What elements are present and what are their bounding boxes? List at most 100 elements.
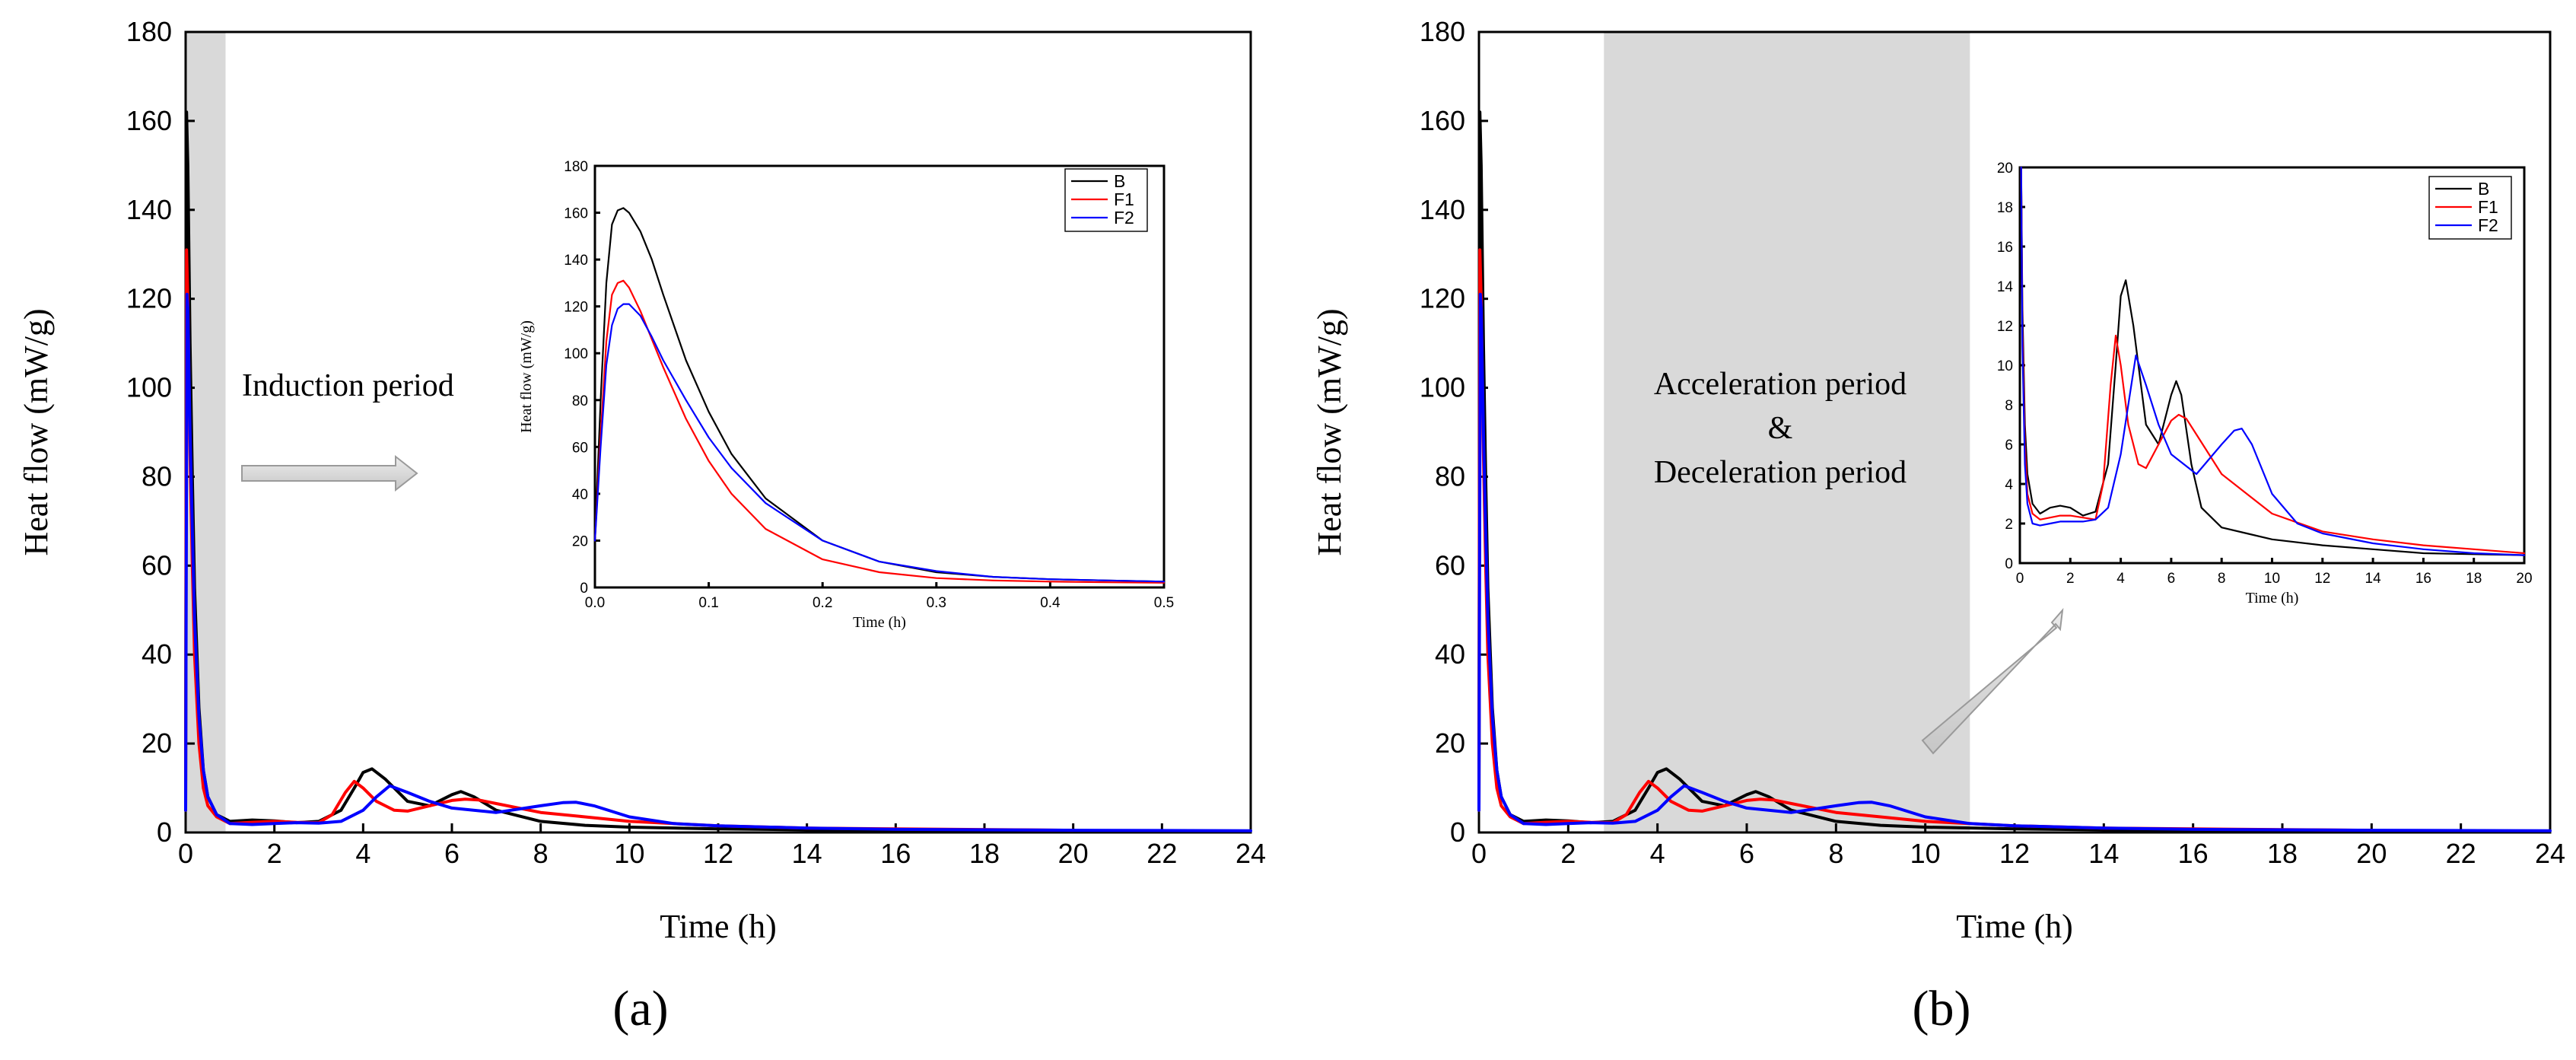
x-axis-title: Time (h) — [853, 614, 906, 631]
ampersand-label: & — [1768, 411, 1793, 446]
acceleration-period-label: Acceleration period — [1654, 367, 1907, 402]
x-tick-label: 12 — [2314, 571, 2330, 587]
x-tick-label: 0 — [2016, 571, 2024, 587]
panel-a: 0 2 4 6 8 10 12 14 16 18 20 22 240204060801001201401… — [17, 16, 1266, 1036]
x-tick-label: 24 — [1236, 838, 1266, 869]
x-tick-label: 20 — [2356, 838, 2387, 869]
panel-label-b: (b) — [1913, 981, 1971, 1036]
diagonal-arrow-icon — [1921, 607, 2064, 755]
y-tick-label: 160 — [564, 206, 588, 222]
y-tick-label: 100 — [564, 346, 588, 362]
x-tick-label: 0.0 — [585, 595, 605, 611]
x-tick-label: 16 — [2178, 838, 2209, 869]
x-tick-label: 20 — [2516, 571, 2532, 587]
y-tick-label: 16 — [1997, 240, 2013, 256]
x-tick-label: 14 — [792, 838, 822, 869]
y-axis-title: Heat flow (mW/g) — [518, 320, 535, 433]
legend-label-b: B — [1114, 171, 1125, 191]
x-tick-label: 6 — [444, 838, 460, 869]
y-axis-title: Heat flow (mW/g) — [1311, 309, 1348, 556]
series-line-f2 — [1477, 292, 2552, 832]
x-tick-label: 22 — [1146, 838, 1177, 869]
y-tick-label: 12 — [1997, 319, 2013, 335]
plot-frame — [593, 164, 1166, 589]
series-line-f2 — [2020, 166, 2526, 556]
y-tick-label: 0 — [157, 816, 172, 848]
x-tick-label: 18 — [2466, 571, 2482, 587]
y-axis-title: Heat flow (mW/g) — [17, 309, 55, 556]
x-tick-label: 10 — [1910, 838, 1941, 869]
chart-b-inset: 0 2 4 6 8 10 12 14 16 18 20 0 2 4 6 8 10 12 14 16 18 20 Time (… — [1997, 161, 2533, 606]
y-tick-label: 140 — [1420, 194, 1465, 225]
chart-a-main: 0 2 4 6 8 10 12 14 16 18 20 22 240204060801001201401… — [17, 16, 1266, 945]
y-tick-label: 140 — [126, 194, 172, 225]
right-arrow-icon — [241, 454, 418, 492]
x-axis-title: Time (h) — [2246, 590, 2299, 606]
x-tick-label: 8 — [533, 838, 549, 869]
x-tick-label: 22 — [2446, 838, 2476, 869]
y-tick-label: 60 — [142, 549, 172, 581]
y-tick-label: 120 — [564, 300, 588, 316]
y-tick-label: 80 — [572, 393, 588, 409]
induction-period-label: Induction period — [242, 368, 454, 403]
x-tick-label: 12 — [1999, 838, 2030, 869]
y-tick-label: 40 — [142, 638, 172, 670]
y-tick-label: 160 — [1420, 105, 1465, 136]
series-line-b — [2020, 166, 2526, 556]
x-tick-label: 2 — [2066, 571, 2075, 587]
x-tick-label: 14 — [2088, 838, 2119, 869]
x-tick-label: 2 — [267, 838, 282, 869]
y-tick-label: 60 — [572, 440, 588, 456]
induction-annotation: Induction period — [242, 368, 454, 403]
y-tick-label: 120 — [126, 283, 172, 314]
x-tick-label: 18 — [2267, 838, 2298, 869]
x-tick-label: 20 — [1058, 838, 1089, 869]
x-tick-label: 0.2 — [813, 595, 832, 611]
x-tick-label: 14 — [2365, 571, 2382, 587]
y-tick-label: 14 — [1997, 279, 2014, 295]
x-tick-label: 18 — [969, 838, 1000, 869]
legend-label-f1: F1 — [2478, 197, 2498, 217]
y-tick-label: 80 — [1435, 460, 1465, 492]
deceleration-period-label: Deceleration period — [1654, 455, 1907, 490]
x-tick-label: 4 — [2116, 571, 2125, 587]
x-tick-label: 12 — [703, 838, 733, 869]
x-tick-label: 24 — [2535, 838, 2565, 869]
x-axis-title: Time (h) — [1956, 908, 2073, 945]
y-tick-label: 0 — [580, 581, 588, 597]
panel-b: 0 2 4 6 8 10 12 14 16 18 20 22 240204060801001201401… — [1311, 16, 2565, 1036]
y-tick-label: 180 — [1420, 16, 1465, 47]
x-tick-label: 16 — [2415, 571, 2431, 587]
acceleration-deceleration-shade — [1604, 32, 1970, 832]
x-tick-label: 0.3 — [927, 595, 946, 611]
x-tick-label: 4 — [355, 838, 370, 869]
y-tick-label: 40 — [572, 487, 588, 503]
y-tick-label: 180 — [126, 16, 172, 47]
x-axis-title: Time (h) — [660, 908, 777, 945]
y-tick-label: 6 — [2005, 438, 2013, 454]
y-tick-label: 20 — [1435, 727, 1465, 759]
series-line-f2 — [593, 303, 1166, 583]
chart-a-inset: 0.0 0.1 0.2 0.3 0.4 0.5 0 20 40 60 80 100 120 140 160 1… — [518, 159, 1174, 631]
y-tick-label: 20 — [1997, 161, 2013, 177]
acceleration-annotation: Acceleration period & Deceleration perio… — [1654, 367, 1907, 490]
series-line-f1 — [593, 279, 1166, 584]
inset-plot-area — [595, 166, 1164, 587]
x-tick-label: 4 — [1650, 838, 1665, 869]
series-line-f2 — [184, 292, 1252, 832]
y-tick-label: 4 — [2005, 477, 2013, 493]
y-tick-label: 140 — [564, 253, 588, 269]
x-tick-label: 8 — [1828, 838, 1843, 869]
y-tick-label: 40 — [1435, 638, 1465, 670]
x-tick-label: 2 — [1560, 838, 1576, 869]
x-tick-label: 0.1 — [698, 595, 718, 611]
y-tick-label: 160 — [126, 105, 172, 136]
x-tick-label: 0 — [178, 838, 193, 869]
x-tick-label: 0.4 — [1040, 595, 1061, 611]
y-tick-label: 0 — [1450, 816, 1465, 848]
y-tick-label: 8 — [2005, 398, 2013, 414]
legend-label-f1: F1 — [1114, 189, 1134, 209]
